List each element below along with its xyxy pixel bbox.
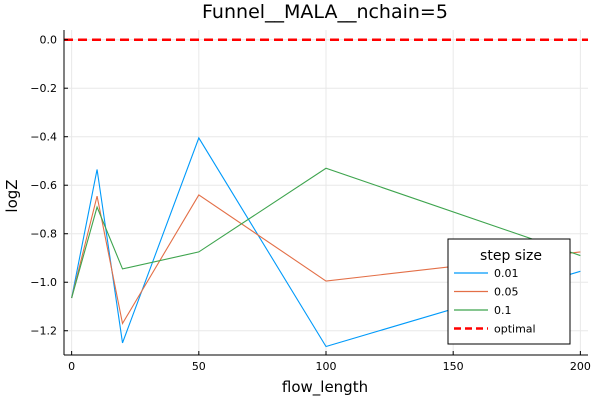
legend: step size 0.01 0.05 0.1 optimal [447,238,571,345]
y-tick-label: −1.2 [30,325,57,338]
series-layer [64,38,588,348]
y-tick-label: −0.2 [30,82,57,95]
chart-title: Funnel__MALA__nchain=5 [202,1,448,23]
legend-label-0.05: 0.05 [494,286,519,299]
y-tick-label: 0.0 [40,34,58,47]
y-tick-label: −1.0 [30,276,57,289]
y-tick-label: −0.8 [30,228,57,241]
y-axis-label: logZ [3,179,21,212]
legend-label-optimal: optimal [494,323,536,336]
x-tick-label: 100 [316,360,337,373]
legend-label-0.01: 0.01 [494,267,519,280]
y-tick-label: −0.4 [30,131,57,144]
x-tick-label: 200 [570,360,591,373]
legend-label-0.1: 0.1 [494,304,512,317]
legend-title: step size [480,248,542,264]
series-line-0.1 [71,167,581,299]
x-tick-label: 50 [192,360,206,373]
x-tick-label: 0 [68,360,75,373]
x-tick-label: 150 [443,360,464,373]
x-axis-label: flow_length [282,378,368,397]
y-tick-label: −0.6 [30,179,57,192]
series-line-0.01 [71,136,581,348]
tick-labels: 0 50 100 150 200 0.0 −0.2 −0.4 −0.6 −0.8 −1.0 −1.2 [30,34,591,373]
axes [63,30,588,356]
series-line-0.05 [71,194,581,325]
